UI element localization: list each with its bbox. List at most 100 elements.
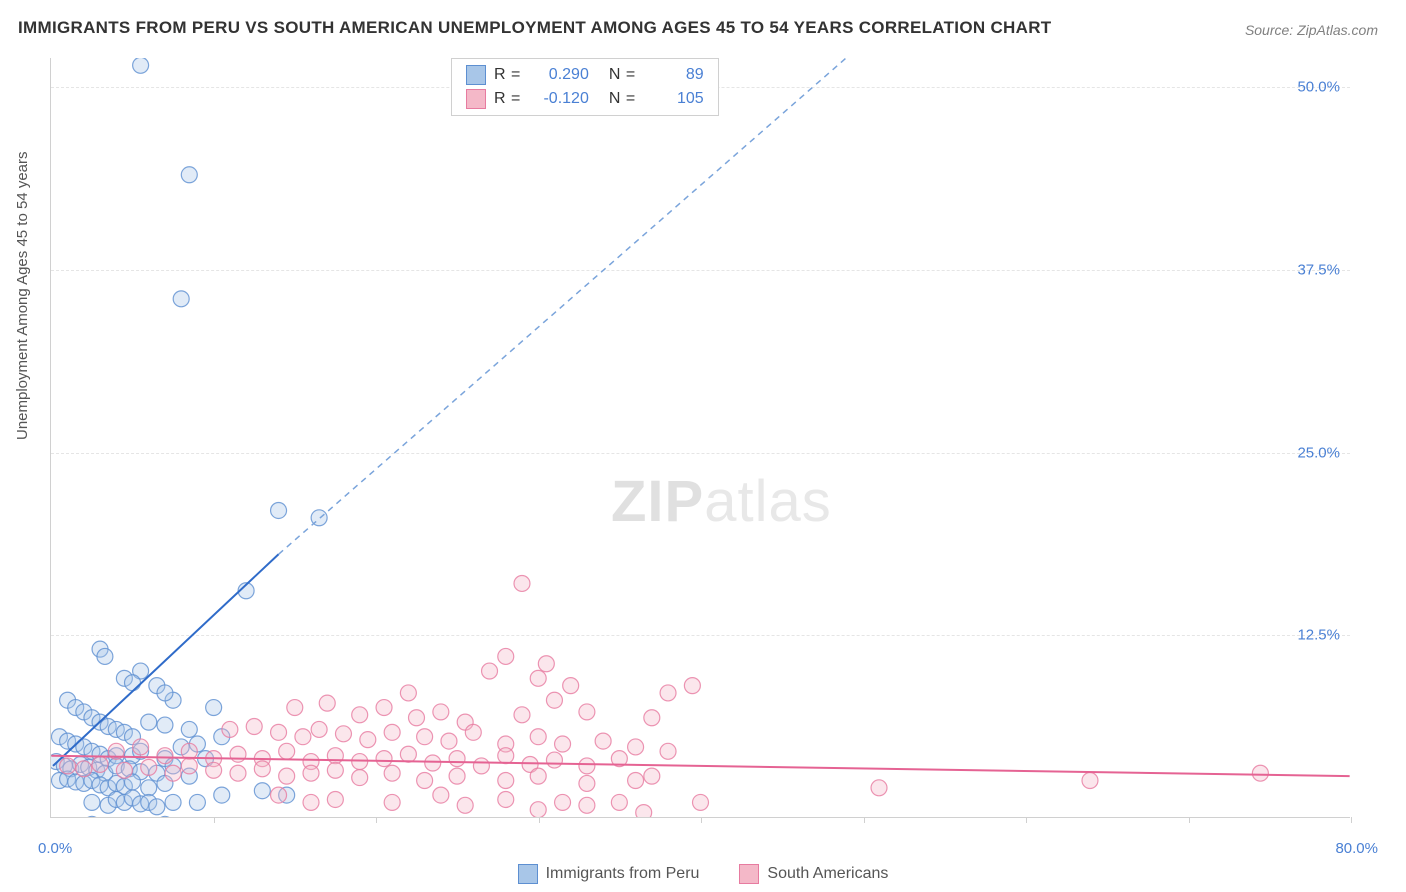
- scatter-point-south_americans: [1252, 765, 1268, 781]
- legend-swatch-south-americans: [466, 89, 486, 109]
- scatter-point-south_americans: [311, 721, 327, 737]
- x-max-label: 80.0%: [1335, 840, 1378, 857]
- scatter-point-south_americans: [441, 733, 457, 749]
- x-tick: [1189, 817, 1190, 823]
- series-label-peru: Immigrants from Peru: [546, 865, 700, 883]
- scatter-point-south_americans: [579, 775, 595, 791]
- scatter-point-south_americans: [498, 748, 514, 764]
- scatter-point-south_americans: [546, 692, 562, 708]
- scatter-point-peru: [125, 675, 141, 691]
- chart-container: IMMIGRANTS FROM PERU VS SOUTH AMERICAN U…: [0, 0, 1406, 892]
- scatter-point-south_americans: [400, 746, 416, 762]
- scatter-point-peru: [84, 816, 100, 817]
- scatter-point-south_americans: [376, 700, 392, 716]
- scatter-point-south_americans: [433, 704, 449, 720]
- x-tick: [701, 817, 702, 823]
- scatter-point-south_americans: [530, 802, 546, 817]
- legend-swatch-peru: [518, 864, 538, 884]
- scatter-point-south_americans: [538, 656, 554, 672]
- scatter-point-south_americans: [295, 729, 311, 745]
- scatter-point-south_americans: [279, 743, 295, 759]
- scatter-point-south_americans: [384, 794, 400, 810]
- scatter-point-peru: [165, 794, 181, 810]
- scatter-point-south_americans: [376, 751, 392, 767]
- scatter-point-south_americans: [449, 768, 465, 784]
- y-tick-label: 12.5%: [1297, 627, 1340, 644]
- scatter-point-south_americans: [498, 648, 514, 664]
- scatter-point-south_americans: [660, 685, 676, 701]
- scatter-point-south_americans: [636, 805, 652, 817]
- scatter-point-south_americans: [352, 707, 368, 723]
- scatter-point-peru: [157, 717, 173, 733]
- scatter-point-peru: [84, 794, 100, 810]
- scatter-point-peru: [181, 721, 197, 737]
- scatter-point-south_americans: [579, 797, 595, 813]
- scatter-point-south_americans: [417, 729, 433, 745]
- scatter-point-south_americans: [303, 765, 319, 781]
- series-label-south-americans: South Americans: [767, 865, 888, 883]
- scatter-point-south_americans: [409, 710, 425, 726]
- legend-row-peru: R = 0.290 N = 89: [466, 63, 704, 87]
- scatter-point-south_americans: [871, 780, 887, 796]
- scatter-point-south_americans: [165, 765, 181, 781]
- series-legend-item-south-americans: South Americans: [739, 864, 888, 884]
- scatter-point-south_americans: [546, 752, 562, 768]
- scatter-point-peru: [271, 502, 287, 518]
- chart-title: IMMIGRANTS FROM PERU VS SOUTH AMERICAN U…: [18, 18, 1051, 38]
- scatter-svg: [51, 58, 1350, 817]
- scatter-point-south_americans: [271, 724, 287, 740]
- scatter-point-south_americans: [693, 794, 709, 810]
- scatter-point-south_americans: [498, 773, 514, 789]
- r-value-peru: 0.290: [529, 63, 589, 87]
- x-tick: [376, 817, 377, 823]
- n-label: N =: [609, 87, 636, 111]
- scatter-point-south_americans: [319, 695, 335, 711]
- scatter-point-south_americans: [530, 729, 546, 745]
- x-tick: [1026, 817, 1027, 823]
- scatter-point-peru: [149, 799, 165, 815]
- scatter-point-south_americans: [327, 791, 343, 807]
- scatter-point-south_americans: [352, 770, 368, 786]
- scatter-point-south_americans: [92, 756, 108, 772]
- scatter-point-south_americans: [498, 791, 514, 807]
- n-value-peru: 89: [644, 63, 704, 87]
- scatter-point-south_americans: [563, 678, 579, 694]
- r-value-south-americans: -0.120: [529, 87, 589, 111]
- scatter-point-south_americans: [141, 759, 157, 775]
- scatter-point-south_americans: [579, 758, 595, 774]
- scatter-point-south_americans: [644, 768, 660, 784]
- scatter-point-south_americans: [335, 726, 351, 742]
- scatter-point-south_americans: [133, 739, 149, 755]
- scatter-point-peru: [133, 58, 149, 73]
- legend-row-south-americans: R = -0.120 N = 105: [466, 87, 704, 111]
- scatter-point-peru: [206, 700, 222, 716]
- scatter-point-peru: [157, 685, 173, 701]
- scatter-point-south_americans: [482, 663, 498, 679]
- scatter-point-south_americans: [579, 704, 595, 720]
- scatter-point-south_americans: [303, 794, 319, 810]
- scatter-point-south_americans: [660, 743, 676, 759]
- scatter-point-south_americans: [530, 768, 546, 784]
- r-label: R =: [494, 87, 521, 111]
- scatter-point-south_americans: [555, 736, 571, 752]
- scatter-point-south_americans: [206, 762, 222, 778]
- scatter-point-peru: [173, 291, 189, 307]
- scatter-point-south_americans: [514, 707, 530, 723]
- scatter-point-south_americans: [628, 739, 644, 755]
- scatter-point-south_americans: [230, 746, 246, 762]
- scatter-point-south_americans: [1082, 773, 1098, 789]
- correlation-legend-box: R = 0.290 N = 89 R = -0.120 N = 105: [451, 58, 719, 116]
- scatter-point-peru: [181, 167, 197, 183]
- y-axis-label: Unemployment Among Ages 45 to 54 years: [14, 151, 31, 440]
- scatter-point-south_americans: [60, 758, 76, 774]
- scatter-point-peru: [189, 794, 205, 810]
- scatter-point-south_americans: [384, 765, 400, 781]
- scatter-point-south_americans: [384, 724, 400, 740]
- scatter-point-south_americans: [433, 787, 449, 803]
- x-origin-label: 0.0%: [38, 840, 72, 857]
- legend-swatch-peru: [466, 65, 486, 85]
- scatter-point-south_americans: [465, 724, 481, 740]
- scatter-point-south_americans: [181, 758, 197, 774]
- scatter-point-south_americans: [222, 721, 238, 737]
- r-label: R =: [494, 63, 521, 87]
